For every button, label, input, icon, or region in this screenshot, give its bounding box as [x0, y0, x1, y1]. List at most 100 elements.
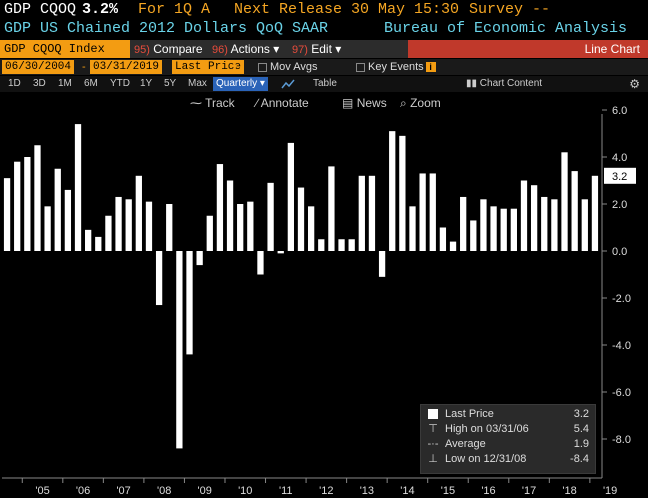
- period-1m[interactable]: 1M: [58, 78, 72, 89]
- bar[interactable]: [541, 196, 548, 251]
- bar[interactable]: [155, 251, 163, 306]
- bar[interactable]: [470, 220, 477, 251]
- compare-button[interactable]: 95) Compare: [134, 42, 203, 56]
- bar[interactable]: [287, 142, 295, 251]
- chevron-down-icon[interactable]: ▾: [232, 61, 238, 73]
- bar[interactable]: [581, 199, 588, 251]
- chart-content-button[interactable]: ▮▮ Chart Content: [466, 78, 543, 89]
- frequency-selector[interactable]: Quarterly ▾: [213, 77, 268, 91]
- bar[interactable]: [449, 241, 457, 251]
- annotate-button[interactable]: ∕ Annotate: [256, 96, 309, 110]
- bar[interactable]: [186, 251, 193, 355]
- bar[interactable]: [34, 145, 41, 251]
- mov-avgs-toggle[interactable]: Mov Avgs: [258, 59, 318, 75]
- bar[interactable]: [95, 236, 102, 251]
- bar[interactable]: [145, 201, 153, 251]
- bar[interactable]: [520, 180, 528, 252]
- period-max[interactable]: Max: [188, 78, 207, 89]
- bar[interactable]: [74, 124, 82, 251]
- bar[interactable]: [490, 206, 497, 251]
- bar[interactable]: [399, 135, 406, 251]
- bar[interactable]: [267, 182, 274, 251]
- bar[interactable]: [44, 206, 51, 251]
- bar[interactable]: [247, 201, 254, 251]
- bar[interactable]: [297, 187, 305, 251]
- bar[interactable]: [439, 227, 447, 252]
- index-input[interactable]: GDP CQOQ Index: [0, 40, 130, 58]
- line-chart-icon[interactable]: [281, 78, 295, 90]
- x-tick-label: '19: [603, 485, 617, 497]
- bar[interactable]: [591, 175, 599, 251]
- bar[interactable]: [115, 196, 122, 251]
- bar[interactable]: [460, 196, 467, 251]
- y-tick-label: 2.0: [612, 199, 627, 211]
- bar[interactable]: [64, 189, 72, 251]
- bar[interactable]: [216, 164, 224, 251]
- bar[interactable]: [348, 239, 355, 251]
- bar[interactable]: [480, 199, 487, 251]
- period-1d[interactable]: 1D: [8, 78, 21, 89]
- track-button[interactable]: ⁓ Track: [190, 96, 235, 110]
- bar[interactable]: [196, 251, 203, 266]
- bar[interactable]: [237, 204, 244, 251]
- checkbox-icon: [258, 62, 267, 72]
- bar[interactable]: [510, 208, 517, 251]
- bar[interactable]: [166, 204, 173, 251]
- key-events-toggle[interactable]: Key Events i: [356, 59, 436, 75]
- bar[interactable]: [530, 185, 538, 251]
- bar[interactable]: [257, 251, 264, 275]
- bar[interactable]: [277, 251, 284, 254]
- bar[interactable]: [389, 131, 396, 251]
- bar[interactable]: [378, 251, 386, 277]
- bar[interactable]: [125, 199, 132, 251]
- bar[interactable]: [571, 171, 578, 251]
- bar[interactable]: [419, 173, 426, 251]
- bar[interactable]: [14, 161, 21, 251]
- bar[interactable]: [551, 199, 558, 251]
- zoom-button[interactable]: ⌕ Zoom: [400, 96, 441, 110]
- y-tick-label: -2.0: [612, 293, 631, 305]
- chart-legend[interactable]: Last Price 3.2 ⊤ High on 03/31/06 5.4 -·…: [420, 404, 596, 474]
- bar[interactable]: [368, 175, 376, 251]
- news-button[interactable]: ▤ News: [342, 96, 387, 110]
- end-date-field[interactable]: 03/31/2019: [90, 60, 163, 74]
- bar[interactable]: [54, 168, 61, 251]
- period-3d[interactable]: 3D: [33, 78, 46, 89]
- edit-button[interactable]: 97) Edit ▾: [292, 42, 342, 56]
- bar[interactable]: [176, 251, 183, 449]
- bar[interactable]: [105, 215, 112, 251]
- chart-type-label[interactable]: Line Chart: [408, 40, 648, 58]
- legend-value: -8.4: [570, 453, 589, 465]
- last-price-selector[interactable]: Last Price: [172, 60, 245, 74]
- bar[interactable]: [500, 208, 507, 251]
- last-value-label: 3.2: [612, 171, 627, 183]
- bar[interactable]: [561, 152, 568, 251]
- table-button[interactable]: Table: [313, 78, 337, 89]
- bar[interactable]: [3, 178, 11, 251]
- bar[interactable]: [318, 239, 325, 251]
- x-tick-label: '07: [116, 485, 130, 497]
- period-5y[interactable]: 5Y: [164, 78, 177, 89]
- start-date-field[interactable]: 06/30/2004: [2, 60, 75, 74]
- date-separator: -: [82, 61, 86, 73]
- bar[interactable]: [429, 173, 436, 251]
- bar[interactable]: [358, 175, 365, 251]
- bar[interactable]: [328, 166, 335, 251]
- period-6m[interactable]: 6M: [84, 78, 98, 89]
- bar[interactable]: [409, 206, 416, 251]
- gear-icon[interactable]: ⚙: [629, 77, 640, 91]
- x-tick-label: '15: [441, 485, 455, 497]
- bar[interactable]: [206, 215, 213, 251]
- bar[interactable]: [135, 175, 142, 251]
- period-1y[interactable]: 1Y: [140, 78, 153, 89]
- bar[interactable]: [85, 229, 92, 251]
- actions-button[interactable]: 96) Actions ▾: [212, 42, 280, 56]
- bar[interactable]: [226, 180, 234, 252]
- bar[interactable]: [307, 206, 315, 251]
- bar[interactable]: [338, 239, 345, 251]
- period-ytd[interactable]: YTD: [110, 78, 130, 89]
- bar[interactable]: [24, 157, 31, 251]
- average-line-icon: -·-: [427, 438, 439, 450]
- high-marker-icon: ⊤: [428, 423, 438, 435]
